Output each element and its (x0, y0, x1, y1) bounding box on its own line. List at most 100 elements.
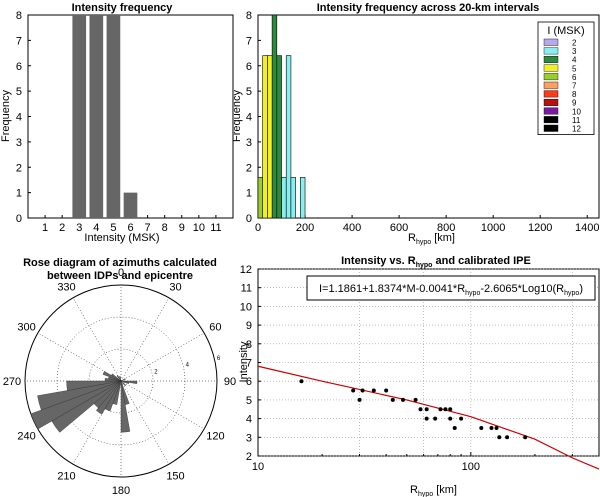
chart1-bar (106, 15, 121, 218)
chart4-ytick-label: 9 (246, 320, 252, 332)
chart2-legend-swatch (543, 56, 559, 63)
chart2-ytick-label: 8 (246, 10, 252, 22)
rose-spoke (120, 332, 205, 382)
chart4-data-point (489, 425, 494, 430)
chart4-ytick-label: 7 (246, 358, 252, 370)
rose-angle-label: 330 (57, 282, 75, 294)
chart1-xtick-label: 8 (162, 222, 168, 234)
rose-petal (120, 380, 127, 387)
chart4-title: Intensity vs. Rhypo and calibrated IPE (341, 255, 531, 269)
chart1-ytick-label: 6 (16, 61, 22, 73)
rose-angle-label: 300 (17, 322, 35, 334)
chart2-xtick-label: 200 (296, 222, 314, 234)
chart4-ytick-label: 8 (246, 339, 252, 351)
chart2-ytick-label: 3 (246, 137, 252, 149)
equation-box (306, 275, 596, 301)
rose-angle-label: 150 (166, 470, 184, 482)
chart4-xlabel: Rhypo [km] (410, 484, 457, 497)
chart4-ytick-label: 3 (246, 432, 252, 444)
chart2-bar-msk-4 (271, 14, 278, 219)
rose-angle-label: 180 (112, 485, 130, 497)
panel-intensity-frequency-intervals: Intensity frequency across 20-km interva… (231, 2, 600, 246)
chart1-ytick-label: 4 (16, 112, 22, 124)
chart4-ytick-label: 12 (240, 264, 252, 276)
chart2-ytick-label: 2 (246, 162, 252, 174)
chart4-data-point (448, 407, 453, 412)
chart1-ytick-label: 7 (16, 35, 22, 47)
chart2-legend-swatch (543, 38, 559, 46)
chart2-xtick-label: 1200 (528, 222, 552, 234)
chart2-legend-swatch (543, 73, 559, 81)
chart1-axes (27, 14, 234, 219)
chart4-data-point (494, 425, 499, 430)
chart4-data-point (433, 416, 438, 421)
rose-petal (96, 380, 122, 415)
chart1-ytick-label: 2 (16, 162, 22, 174)
rose-angle-label: 210 (57, 470, 75, 482)
chart2-legend-label: 6 (572, 73, 577, 82)
chart2-legend-label: 11 (572, 116, 581, 125)
chart2-bar-msk-3 (300, 177, 306, 219)
chart2-legend-swatch (543, 47, 559, 55)
chart2-legend-label: 7 (572, 82, 577, 91)
chart2-legend-label: 4 (572, 56, 577, 65)
chart4-ylabel: Intensity (238, 341, 250, 382)
chart4-data-point (357, 397, 362, 402)
rose-petal (120, 380, 130, 384)
chart1-ytick-label: 0 (16, 213, 22, 225)
chart2-legend-label: 5 (572, 64, 577, 73)
chart4-ytick-label: 4 (246, 414, 252, 426)
chart4-xtick-label: 10 (252, 461, 264, 473)
chart1-title: Intensity frequency (72, 2, 174, 14)
chart4-data-point (384, 388, 389, 393)
chart4-data-point (443, 407, 448, 412)
chart4-data-point (351, 388, 356, 393)
chart4-data-point (413, 397, 418, 402)
chart2-bar-msk-3 (290, 177, 296, 219)
chart1-ytick-label: 1 (16, 188, 22, 200)
rose-petal (30, 380, 122, 430)
chart2-bar-msk-5 (267, 55, 273, 219)
chart1-ylabel: Frequency (0, 90, 12, 142)
rose-angle-label: 30 (169, 282, 181, 294)
calibrated-ipe-curve (257, 365, 600, 470)
rose-petal (116, 375, 122, 382)
rose-petal (119, 376, 122, 382)
chart4-data-point (371, 388, 376, 393)
rose-angle-label: 0 (118, 267, 124, 279)
chart2-ylabel: Frequency (231, 90, 243, 142)
chart4-ytick-label: 6 (246, 376, 252, 388)
chart4-data-point (424, 416, 429, 421)
chart2-legend-label: 10 (572, 107, 581, 116)
chart4-data-point (390, 397, 395, 402)
chart2-legend-swatch (543, 124, 559, 132)
chart4-data-point (418, 407, 423, 412)
rose-ring (88, 348, 154, 414)
chart4-ytick-label: 5 (246, 395, 252, 407)
chart4-data-point (497, 435, 502, 440)
rose-angle-label: 270 (3, 376, 21, 388)
chart4-ytick-label: 2 (246, 451, 252, 463)
rose-petal (120, 378, 126, 382)
chart4-data-point (438, 407, 443, 412)
chart2-legend-swatch (543, 81, 559, 89)
chart2-legend-label: 9 (572, 99, 577, 108)
chart2-ytick-label: 6 (246, 61, 252, 73)
chart4-data-point (479, 425, 484, 430)
rose-radial-label: 6 (217, 356, 221, 362)
rose-spoke (120, 297, 170, 382)
chart1-xtick-label: 3 (76, 222, 82, 234)
chart1-xtick-label: 1 (42, 222, 48, 234)
chart2-legend-swatch (543, 107, 559, 115)
chart2-xtick-label: 800 (437, 222, 455, 234)
chart2-xtick-label: 400 (343, 222, 361, 234)
chart2-xtick-label: 1400 (575, 222, 599, 234)
chart2-legend-swatch (543, 64, 559, 72)
chart1-xtick-label: 2 (59, 222, 65, 234)
chart1-ytick-label: 3 (16, 137, 22, 149)
chart2-xtick-label: 1000 (481, 222, 505, 234)
chart1-xtick-label: 4 (93, 222, 99, 234)
chart3-title-line1: Rose diagram of azimuths calculated (23, 257, 217, 269)
chart1-xtick-label: 10 (193, 222, 205, 234)
